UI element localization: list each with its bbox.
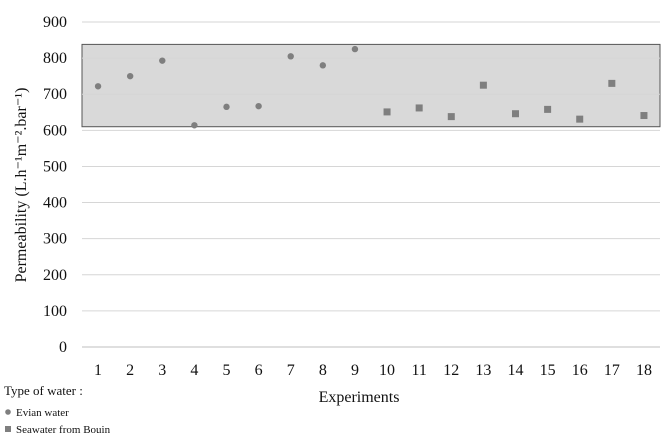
evian-water-point xyxy=(351,45,359,53)
y-tick-label: 700 xyxy=(43,86,67,103)
seawater-point xyxy=(576,115,584,123)
y-tick-label: 200 xyxy=(43,267,67,284)
x-tick-label: 3 xyxy=(158,362,166,379)
evian-water-point xyxy=(159,57,166,64)
seawater-point xyxy=(544,105,552,113)
y-tick-label: 300 xyxy=(43,231,67,248)
legend-label-seawater: Seawater from Bouin xyxy=(16,424,111,436)
legend-marker-evian xyxy=(5,409,11,415)
evian-water-point xyxy=(319,62,327,69)
x-tick-label: 5 xyxy=(223,362,231,379)
x-tick-label: 1 xyxy=(94,362,102,379)
x-tick-label: 2 xyxy=(126,362,134,379)
x-tick-label: 17 xyxy=(604,362,620,379)
shaded-range-layer xyxy=(81,43,661,128)
seawater-point xyxy=(640,112,648,120)
x-tick-label: 10 xyxy=(379,362,395,379)
y-tick-label: 500 xyxy=(43,158,67,175)
shaded-range-band xyxy=(81,43,661,128)
evian-water-point xyxy=(191,122,198,129)
seawater-point xyxy=(479,81,487,89)
x-tick-label: 14 xyxy=(508,362,524,379)
data-points xyxy=(94,45,648,129)
x-tick-label: 6 xyxy=(255,362,263,379)
legend-title: Type of water : xyxy=(4,383,83,398)
x-tick-label: 13 xyxy=(475,362,491,379)
evian-water-point xyxy=(287,53,294,60)
seawater-point xyxy=(415,104,423,112)
x-tick-label: 16 xyxy=(572,362,588,379)
seawater-point xyxy=(512,110,519,118)
x-tick-labels: 1 2 3 4 5 6 7 8 9 10 11 12 13 14 15 16 17 18 xyxy=(94,362,652,379)
evian-water-point xyxy=(94,83,102,90)
x-tick-label: 7 xyxy=(287,362,295,379)
seawater-point xyxy=(447,113,455,121)
y-axis-title: Permeability (L.h⁻¹m⁻².bar⁻¹) xyxy=(13,88,30,283)
evian-water-point xyxy=(223,103,230,111)
x-tick-label: 18 xyxy=(636,362,652,379)
evian-water-point xyxy=(126,72,134,80)
x-axis-title: Experiments xyxy=(319,389,400,406)
gridlines xyxy=(82,21,660,348)
y-tick-label: 800 xyxy=(43,50,67,67)
y-tick-label: 400 xyxy=(43,195,67,212)
x-tick-label: 4 xyxy=(190,362,198,379)
y-tick-label: 900 xyxy=(43,14,67,31)
legend: Type of water : Evian water Seawater fro… xyxy=(4,383,111,436)
seawater-point xyxy=(608,79,616,87)
legend-label-evian: Evian water xyxy=(16,407,69,419)
evian-water-point xyxy=(255,102,262,110)
seawater-point xyxy=(383,108,391,116)
x-tick-label: 15 xyxy=(540,362,556,379)
y-tick-label: 100 xyxy=(43,303,67,320)
legend-marker-seawater xyxy=(5,426,11,432)
y-tick-label: 0 xyxy=(59,339,67,356)
y-tick-label: 600 xyxy=(43,122,67,139)
x-tick-label: 12 xyxy=(443,362,459,379)
x-tick-label: 9 xyxy=(351,362,359,379)
x-tick-label: 11 xyxy=(411,362,426,379)
x-tick-label: 8 xyxy=(319,362,327,379)
y-tick-labels: 0 100 200 300 400 500 600 700 800 900 xyxy=(43,14,67,356)
